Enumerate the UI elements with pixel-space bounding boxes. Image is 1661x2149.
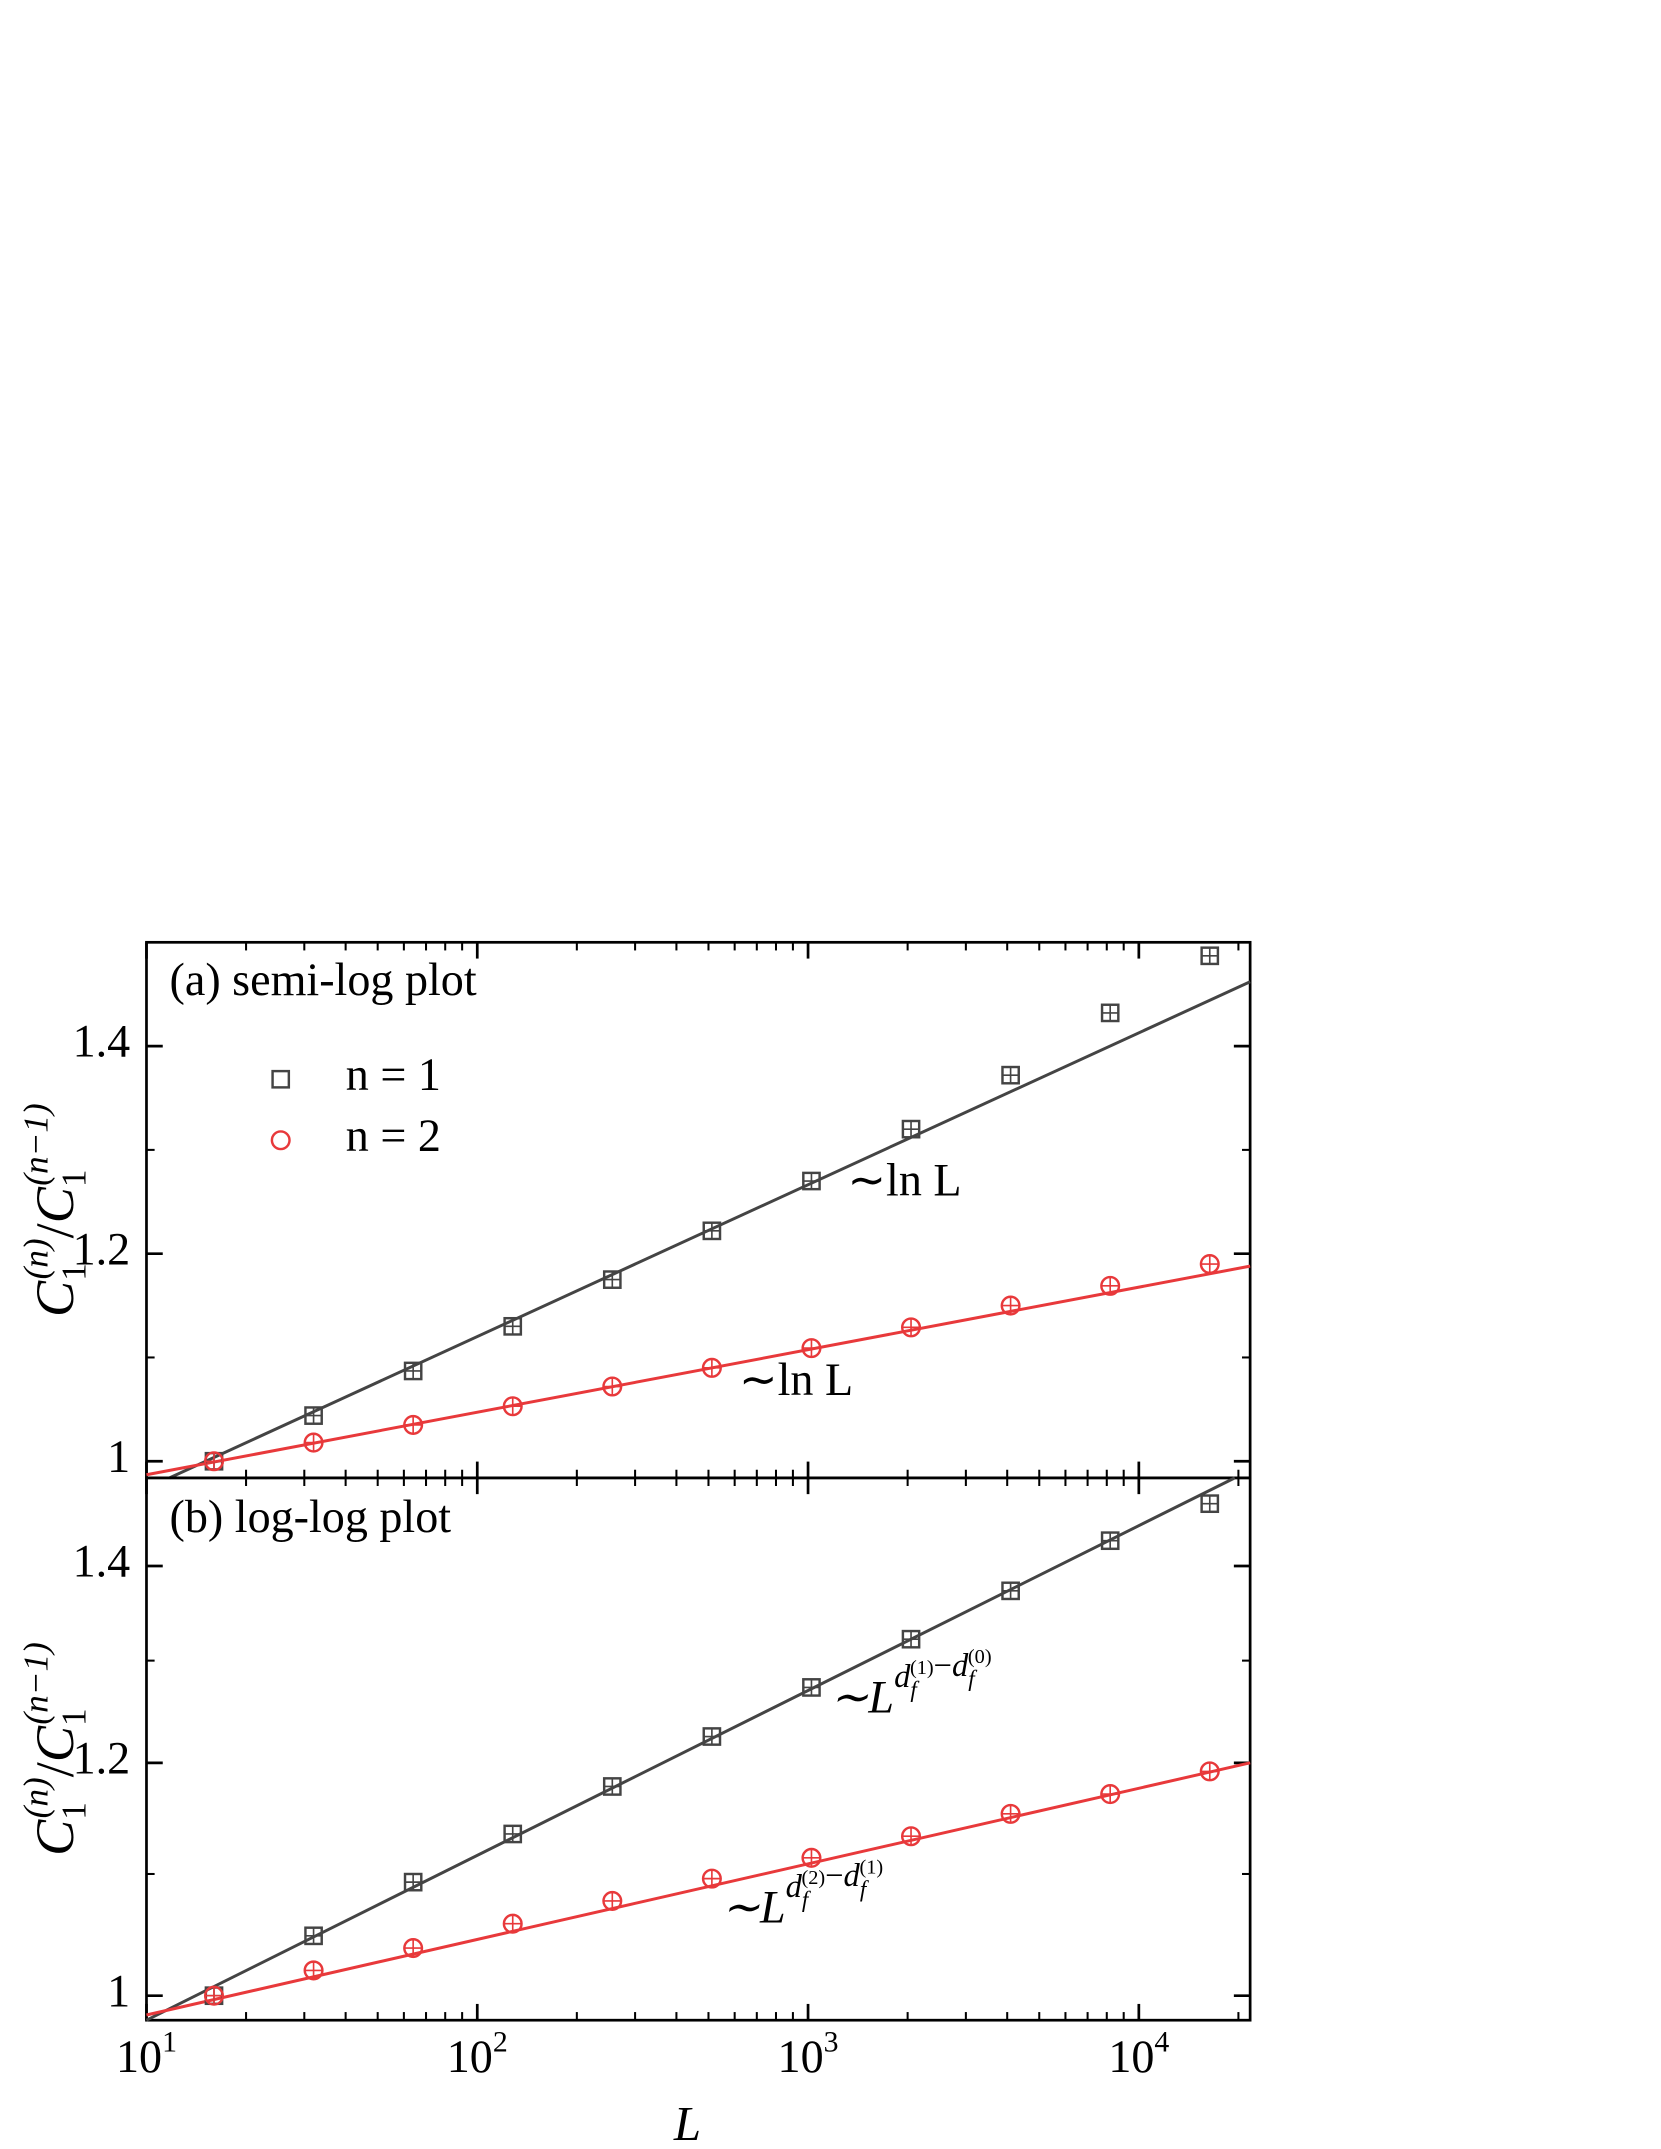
data-point bbox=[403, 1938, 424, 1959]
data-point bbox=[602, 1376, 623, 1397]
text-part: 10 bbox=[1108, 2030, 1154, 2081]
text-part: f bbox=[968, 1666, 978, 1692]
y-tick-label: 1.2 bbox=[73, 1732, 131, 1783]
y-axis-label: C1(n)/C1(n−1) bbox=[16, 1642, 93, 1856]
fit-line bbox=[168, 980, 1251, 1480]
text-part: 1 bbox=[54, 1263, 93, 1281]
data-point bbox=[502, 1396, 523, 1417]
x-tick-label: 103 bbox=[778, 2025, 839, 2081]
text-part: 1 bbox=[54, 1802, 93, 1820]
data-point bbox=[1100, 1275, 1121, 1296]
legend-marker bbox=[271, 1069, 291, 1089]
text-part: f bbox=[910, 1676, 920, 1702]
data-point bbox=[1100, 1784, 1121, 1805]
text-part: (1) bbox=[859, 1856, 883, 1878]
annotation: ∼ln L bbox=[739, 1354, 853, 1405]
data-point bbox=[303, 1432, 324, 1453]
data-point bbox=[901, 1826, 922, 1847]
text-part: (n−1) bbox=[16, 1103, 55, 1186]
y-tick-label: 1.4 bbox=[73, 1536, 131, 1587]
text-part: ∼L bbox=[830, 1671, 894, 1722]
text-part: / bbox=[26, 1761, 86, 1777]
annotation: ∼Ldf(1)−df(0) bbox=[830, 1646, 992, 1722]
y-tick-label: 1 bbox=[107, 1965, 130, 2016]
text-part: (n−1) bbox=[16, 1642, 55, 1725]
text-part: (n) bbox=[16, 1238, 55, 1279]
text-part: 4 bbox=[1154, 2025, 1169, 2058]
text-part: d bbox=[844, 1859, 861, 1895]
y-tick-label: 1.2 bbox=[73, 1223, 131, 1274]
legend-marker bbox=[270, 1130, 291, 1151]
data-point bbox=[801, 1338, 822, 1359]
data-point bbox=[1199, 1761, 1220, 1782]
data-point bbox=[1000, 1295, 1021, 1316]
text-part: C bbox=[26, 1725, 86, 1762]
plot-frame bbox=[145, 1476, 1252, 2022]
text-part: 2 bbox=[493, 2025, 508, 2058]
text-part: d bbox=[786, 1870, 803, 1906]
text-part: d bbox=[952, 1649, 969, 1685]
x-axis-label: L bbox=[673, 2097, 701, 2149]
text-part: C bbox=[26, 1819, 86, 1856]
text-part: − bbox=[934, 1649, 952, 1685]
fit-line bbox=[145, 1476, 1236, 2022]
data-point bbox=[1199, 1254, 1220, 1275]
text-part: 1 bbox=[162, 2025, 177, 2058]
data-point bbox=[203, 1451, 225, 1472]
text-part: ∼L bbox=[721, 1881, 785, 1932]
text-part: f bbox=[860, 1876, 870, 1902]
text-part: 1 bbox=[54, 1708, 93, 1726]
text-part: 10 bbox=[778, 2030, 824, 2081]
x-tick-label: 101 bbox=[116, 2025, 177, 2081]
x-tick-label: 104 bbox=[1108, 2025, 1169, 2081]
text-part: C bbox=[26, 1280, 86, 1317]
data-point bbox=[801, 1847, 822, 1868]
data-point bbox=[303, 1960, 324, 1981]
text-part: 10 bbox=[447, 2030, 493, 2081]
annotation: ∼ln L bbox=[847, 1155, 961, 1206]
text-part: (2) bbox=[801, 1867, 825, 1889]
text-part: 10 bbox=[116, 2030, 162, 2081]
text-part: 3 bbox=[824, 2025, 839, 2058]
data-point bbox=[901, 1317, 922, 1338]
data-point bbox=[203, 1985, 225, 2006]
text-part: 1 bbox=[54, 1169, 93, 1187]
legend-label: n = 2 bbox=[346, 1110, 441, 1161]
data-point bbox=[1000, 1803, 1021, 1824]
text-part: d bbox=[894, 1659, 911, 1695]
text-part: (0) bbox=[968, 1646, 992, 1668]
fit-line bbox=[146, 1264, 1251, 1477]
text-part: / bbox=[26, 1222, 86, 1238]
data-point bbox=[502, 1913, 523, 1934]
data-point bbox=[602, 1890, 623, 1911]
text-part: − bbox=[825, 1859, 843, 1895]
text-part: (1) bbox=[910, 1657, 934, 1679]
data-point bbox=[701, 1868, 722, 1889]
data-point bbox=[403, 1414, 424, 1435]
annotation: (b) log-log plot bbox=[170, 1491, 452, 1542]
y-tick-label: 1 bbox=[107, 1431, 130, 1482]
legend-label: n = 1 bbox=[346, 1049, 441, 1100]
y-axis-label: C1(n)/C1(n−1) bbox=[16, 1103, 93, 1317]
text-part: (n) bbox=[16, 1777, 55, 1818]
plot-frame bbox=[145, 940, 1252, 1480]
data-point bbox=[701, 1357, 722, 1378]
fit-line bbox=[146, 1761, 1251, 2017]
x-tick-label: 102 bbox=[447, 2025, 508, 2081]
annotation: ∼Ldf(2)−df(1) bbox=[721, 1856, 883, 1932]
text-part: f bbox=[802, 1887, 812, 1913]
y-tick-label: 1.4 bbox=[73, 1016, 131, 1067]
annotation: (a) semi-log plot bbox=[170, 954, 477, 1005]
text-part: C bbox=[26, 1186, 86, 1223]
